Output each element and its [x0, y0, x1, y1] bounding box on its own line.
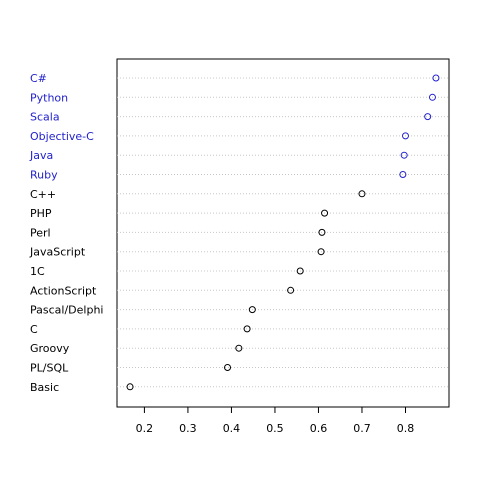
data-point	[432, 74, 440, 82]
data-point	[321, 209, 329, 217]
x-tick-label: 0.7	[353, 422, 371, 435]
category-label: PHP	[30, 207, 52, 220]
data-point	[248, 306, 256, 314]
category-label: Groovy	[30, 342, 70, 355]
data-point	[243, 325, 251, 333]
x-tick-label: 0.3	[179, 422, 197, 435]
data-point	[358, 190, 366, 198]
category-label: PL/SQL	[30, 362, 69, 375]
data-point	[287, 286, 295, 294]
category-label: Perl	[30, 226, 51, 239]
data-point	[296, 267, 304, 275]
x-axis: 0.2 0.3 0.4 0.5 0.6 0.7 0.8	[136, 406, 415, 435]
category-label: Objective-C	[30, 130, 94, 143]
category-label: Ruby	[30, 169, 58, 182]
category-label: C	[30, 323, 38, 336]
x-tick-label: 0.5	[266, 422, 284, 435]
data-points	[126, 74, 440, 391]
x-tick-label: 0.4	[223, 422, 241, 435]
category-labels: C# Python Scala Objective-C Java Ruby C++ PHP Pe…	[29, 72, 103, 394]
data-point	[399, 171, 407, 178]
category-label: JavaScript	[29, 246, 86, 259]
category-label: Scala	[30, 111, 60, 124]
data-point	[424, 113, 432, 121]
category-label: Pascal/Delphi	[30, 304, 103, 317]
gridlines	[117, 77, 449, 388]
category-label: Python	[30, 91, 68, 104]
x-tick-label: 0.8	[397, 422, 415, 435]
data-point	[235, 344, 243, 352]
category-label: Java	[29, 149, 53, 162]
data-point	[401, 132, 409, 140]
category-label: ActionScript	[30, 284, 97, 297]
data-point	[317, 248, 325, 256]
data-point	[400, 151, 408, 159]
x-tick-label: 0.2	[136, 422, 154, 435]
data-point	[126, 383, 134, 391]
category-label: 1C	[30, 265, 45, 278]
data-point	[428, 93, 436, 101]
x-tick-label: 0.6	[310, 422, 328, 435]
category-label: C#	[30, 72, 47, 85]
data-point	[318, 228, 326, 236]
category-label: Basic	[30, 381, 59, 394]
plot-box	[116, 58, 450, 408]
data-point	[224, 364, 232, 371]
category-label: C++	[30, 188, 56, 201]
